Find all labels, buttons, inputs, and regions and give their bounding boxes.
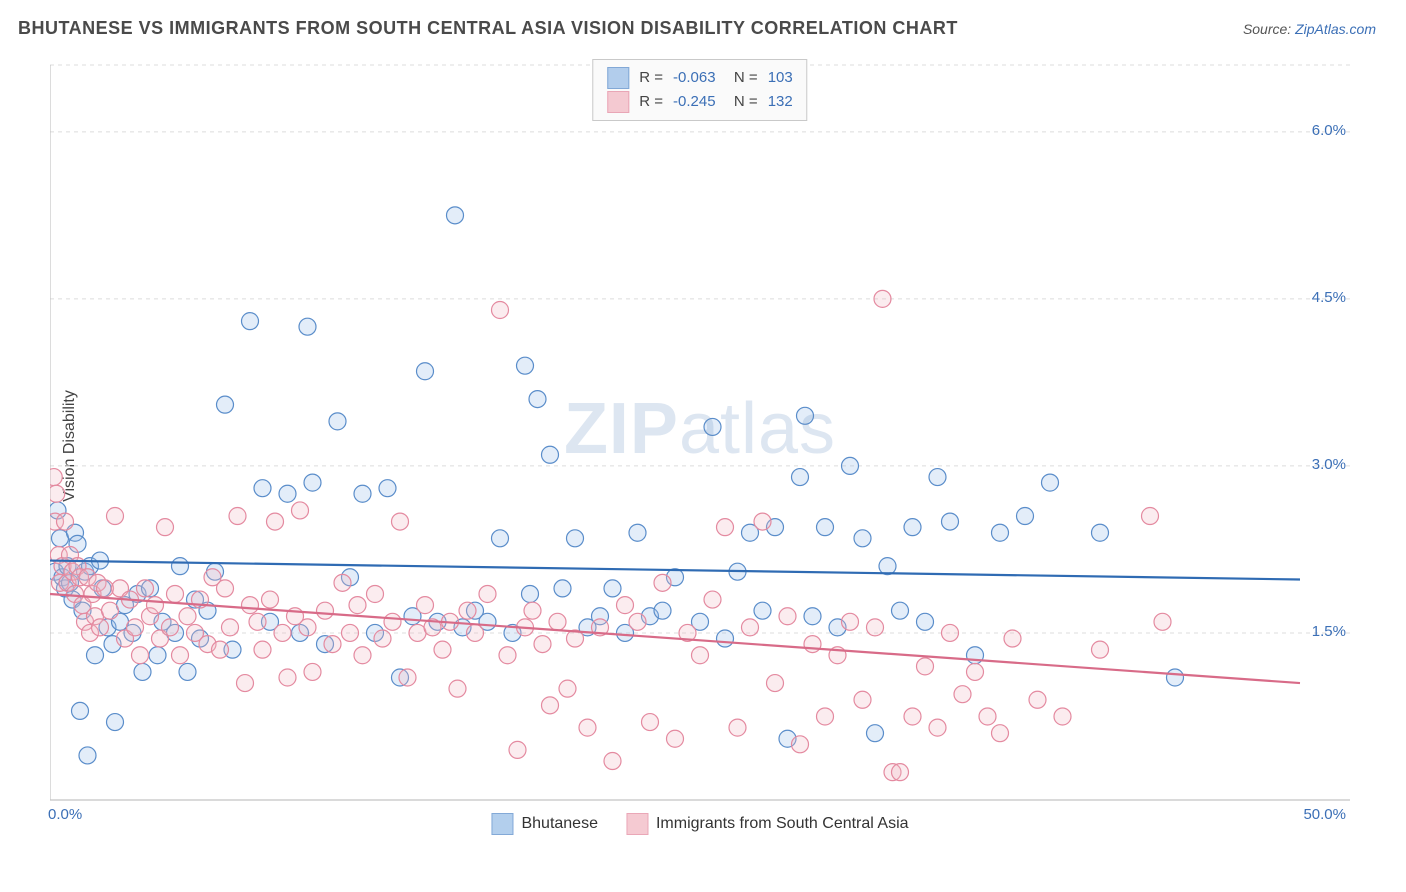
legend-series: Bhutanese Immigrants from South Central A… [491,813,908,835]
legend-correlation-row: R = -0.245 N = 132 [607,90,792,114]
legend-series-item: Bhutanese [491,813,598,835]
legend-correlation-row: R = -0.063 N = 103 [607,66,792,90]
legend-R-label: R = [639,90,663,114]
legend-R-value: -0.245 [673,90,716,114]
legend-N-value: 103 [768,66,793,90]
source-attribution: Source: ZipAtlas.com [1243,21,1376,37]
legend-R-label: R = [639,66,663,90]
legend-R-value: -0.063 [673,66,716,90]
legend-series-label: Immigrants from South Central Asia [656,815,909,832]
x-tick-label: 0.0% [48,806,82,823]
legend-series-label: Bhutanese [521,815,598,832]
legend-N-label: N = [726,66,758,90]
legend-correlation: R = -0.063 N = 103R = -0.245 N = 132 [592,59,807,121]
source-prefix: Source: [1243,21,1295,37]
legend-series-item: Immigrants from South Central Asia [626,813,909,835]
chart-area: ZIPatlas R = -0.063 N = 103R = -0.245 N … [50,55,1350,835]
y-tick-label: 6.0% [1312,122,1346,139]
scatter-plot [50,55,1350,835]
y-tick-label: 4.5% [1312,289,1346,306]
legend-N-value: 132 [768,90,793,114]
source-link[interactable]: ZipAtlas.com [1295,21,1376,37]
legend-swatch [626,813,648,835]
legend-swatch [607,91,629,113]
header: BHUTANESE VS IMMIGRANTS FROM SOUTH CENTR… [0,0,1406,49]
legend-N-label: N = [726,90,758,114]
x-tick-label: 50.0% [1303,806,1346,823]
legend-swatch [607,67,629,89]
legend-swatch [491,813,513,835]
y-tick-label: 3.0% [1312,456,1346,473]
y-tick-label: 1.5% [1312,623,1346,640]
chart-title: BHUTANESE VS IMMIGRANTS FROM SOUTH CENTR… [18,18,958,39]
